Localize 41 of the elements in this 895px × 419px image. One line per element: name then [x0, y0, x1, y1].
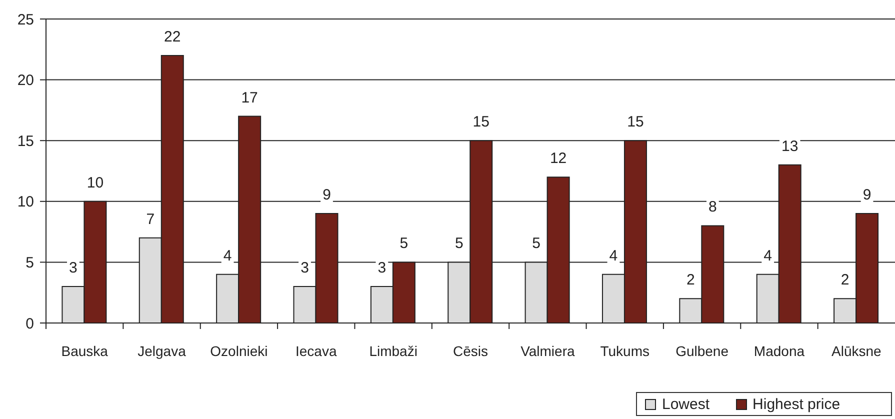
x-tick-label: Iecava [296, 343, 337, 359]
legend-label: Lowest [662, 396, 710, 412]
data-label: 7 [146, 210, 155, 228]
y-tick-label: 0 [26, 315, 34, 332]
legend-label: Highest price [752, 396, 840, 412]
data-label: 3 [378, 260, 386, 277]
data-label: 5 [400, 235, 408, 252]
data-label: 17 [241, 89, 258, 106]
data-label: 4 [764, 247, 772, 264]
x-tick-label: Bauska [61, 343, 108, 359]
data-label: 22 [164, 28, 181, 46]
data-label: 9 [322, 186, 331, 204]
data-label: 4 [223, 247, 232, 264]
y-tick-label: 10 [17, 194, 34, 211]
data-label: 15 [472, 114, 490, 131]
data-label: 4 [609, 247, 618, 264]
x-tick-label: Limbaži [369, 343, 418, 359]
y-tick-label: 25 [17, 11, 34, 28]
data-label: 13 [782, 138, 798, 155]
data-label: 5 [454, 235, 464, 252]
data-label: 10 [86, 174, 104, 192]
data-label: 2 [686, 272, 695, 289]
data-label: 12 [550, 150, 567, 168]
data-label: 15 [627, 114, 644, 131]
x-tick-label: Jelgava [138, 343, 186, 359]
data-label: 8 [708, 198, 717, 216]
data-label: 3 [69, 260, 78, 277]
x-tick-label: Madona [754, 343, 805, 359]
x-tick-label: Alūksne [832, 343, 882, 359]
y-tick-label: 5 [26, 254, 34, 272]
x-tick-label: Gulbene [676, 343, 729, 359]
y-tick-label: 15 [17, 132, 34, 150]
x-tick-label: Valmiera [520, 343, 575, 359]
data-label: 5 [532, 235, 540, 252]
x-tick-label: Tukums [600, 343, 650, 359]
x-tick-label: Cēsis [452, 343, 488, 359]
data-label: 3 [300, 260, 309, 277]
data-label: 9 [862, 186, 872, 204]
data-label: 2 [840, 272, 850, 289]
y-tick-label: 20 [17, 72, 34, 90]
x-tick-label: Ozolnieki [210, 343, 268, 359]
